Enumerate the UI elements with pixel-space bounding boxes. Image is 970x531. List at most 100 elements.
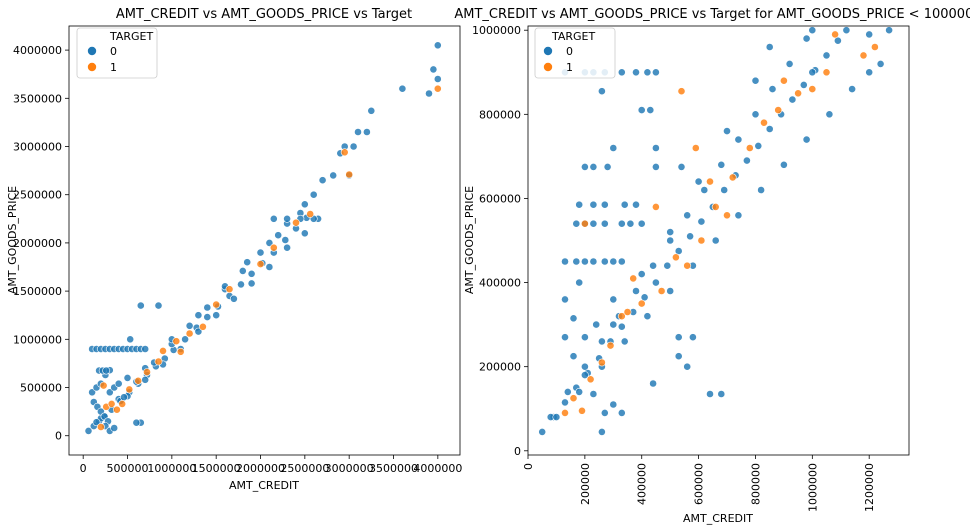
point-target-0-81 [581,257,589,266]
point-target-1-9 [629,274,638,283]
point-target-0-7 [617,322,626,331]
point-target-0-23 [799,81,808,89]
point-target-1-4 [586,375,595,384]
point-target-0-98 [132,418,141,427]
point-target-0-107 [598,87,606,96]
point-target-0-54 [757,186,765,194]
y-tick-label: 2500000 [13,189,62,202]
point-target-0-86 [572,219,581,228]
point-target-0-108 [561,295,569,304]
chart-right-title: AMT_CREDIT vs AMT_GOODS_PRICE vs Target … [454,7,970,22]
point-target-0-81 [102,366,111,375]
point-target-0-56 [300,200,309,209]
point-target-1-17 [697,236,706,245]
legend-label-0: 0 [110,45,117,58]
point-target-0-22 [788,95,797,104]
point-target-1-22 [745,144,754,152]
point-target-0-62 [609,320,618,329]
point-target-0-126 [689,333,697,342]
point-target-0-89 [600,219,609,228]
point-target-1-14 [677,87,686,96]
point-target-0-47 [283,243,291,252]
legend-marker-1 [543,62,553,72]
point-target-0-18 [743,156,751,165]
point-target-1-5 [118,399,127,408]
point-target-0-10 [652,278,660,287]
point-target-1-20 [723,211,731,220]
point-target-0-103 [609,144,618,152]
point-target-0-95 [600,200,609,209]
y-tick-label: 400000 [479,277,521,290]
point-target-1-13 [672,253,680,262]
x-tick-label: 0 [522,463,535,470]
point-target-0-12 [181,335,189,344]
y-tick-label: 200000 [479,361,521,374]
point-target-1-31 [871,43,879,51]
legend-box [76,27,158,79]
y-tick-label: 1000000 [13,333,62,346]
point-target-1-3 [581,219,589,228]
point-target-0-97 [632,200,640,209]
point-target-0-104 [652,144,660,152]
point-target-1-8 [623,308,632,316]
point-target-0-9 [640,293,649,302]
point-target-0-25 [822,51,831,60]
y-tick-label: 0 [55,430,62,443]
point-target-0-74 [88,388,96,397]
point-target-0-66 [723,127,731,136]
point-target-0-113 [581,371,589,379]
point-target-0-110 [367,106,376,115]
point-target-0-98 [581,162,589,171]
point-target-0-57 [825,110,834,119]
point-target-0-80 [572,257,581,266]
point-target-1-8 [143,368,151,376]
point-target-0-93 [92,418,101,427]
point-target-0-53 [734,211,743,220]
point-target-0-109 [569,314,578,323]
point-target-0-109 [362,128,371,136]
point-target-0-41 [768,85,777,93]
y-tick-label: 500000 [20,382,62,395]
point-target-0-115 [600,408,609,417]
point-target-1-6 [125,385,134,394]
legend-marker-0 [543,46,553,56]
point-target-0-99 [589,162,598,171]
point-target-1-0 [97,423,105,431]
point-target-0-117 [617,408,626,417]
point-target-0-54 [265,238,274,247]
point-target-0-77 [808,68,817,77]
point-target-1-27 [808,85,817,93]
point-target-0-100 [603,162,612,171]
point-target-1-11 [652,202,660,211]
point-target-0-87 [120,393,128,402]
point-target-1-5 [598,358,606,367]
x-tick-label: 2000000 [236,462,285,475]
point-target-1-13 [185,329,194,338]
point-target-0-78 [865,68,874,77]
point-target-0-51 [194,311,203,320]
point-target-0-42 [194,327,203,336]
point-target-0-68 [765,43,774,51]
point-target-0-36 [683,211,692,220]
chart-right-y-label: AMT_GOODS_PRICE [463,186,476,294]
point-target-1-24 [774,106,783,114]
point-target-1-4 [113,405,121,414]
point-target-1-23 [760,118,768,127]
y-tick-label: 1000000 [472,24,521,37]
chart-left-x-label: AMT_CREDIT [229,479,299,492]
point-target-0-32 [238,266,247,275]
point-target-1-18 [706,177,714,186]
point-target-0-128 [683,362,692,371]
point-target-0-31 [598,337,606,346]
point-target-0-64 [666,228,675,236]
x-tick-label: 2500000 [280,462,329,475]
point-target-0-55 [780,160,788,169]
point-target-0-90 [617,219,626,228]
point-target-0-42 [785,60,794,68]
point-target-0-118 [598,427,606,436]
point-target-0-36 [309,190,318,199]
legend-marker-0 [87,46,97,56]
point-target-1-15 [212,300,221,309]
point-target-0-38 [717,160,726,169]
